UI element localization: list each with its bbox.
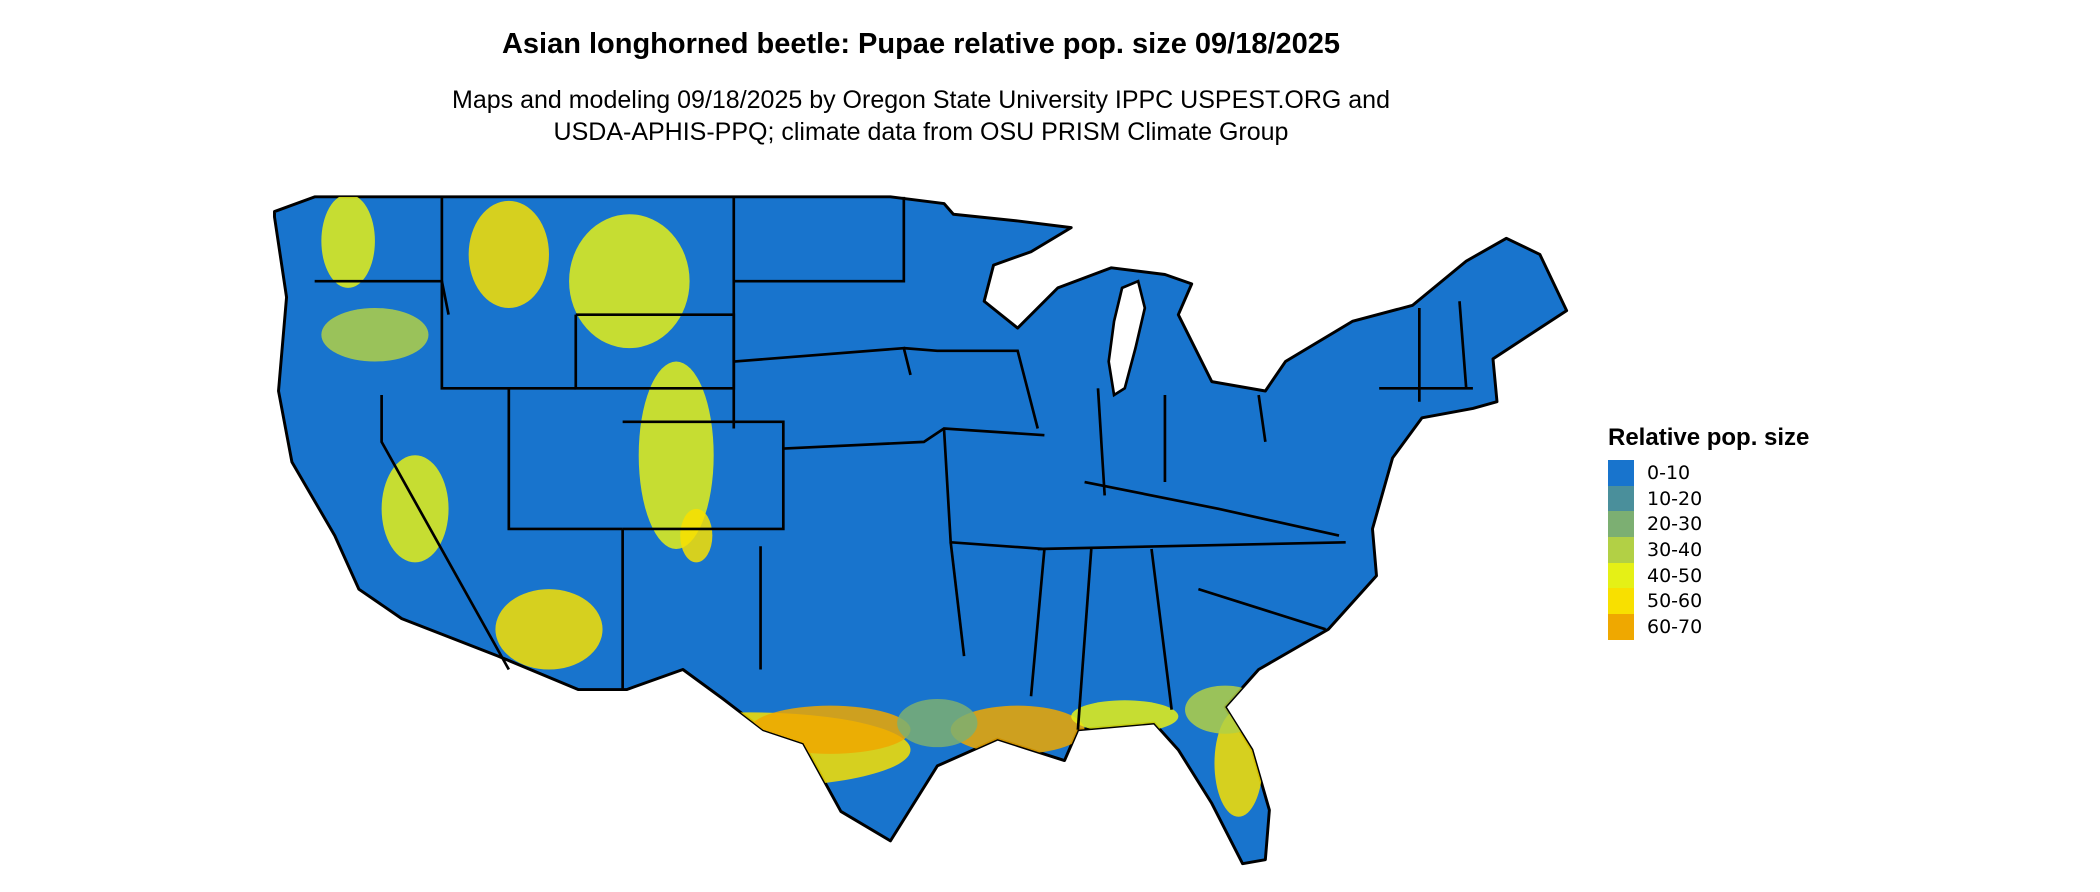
legend-label: 40-50	[1647, 564, 1703, 587]
population-patch	[468, 200, 549, 308]
state-border	[440, 196, 576, 390]
state-border	[1084, 480, 1340, 537]
population-patch	[321, 196, 375, 288]
legend-label: 0-10	[1647, 461, 1691, 484]
legend-item: 50-60	[1608, 588, 1809, 615]
population-patch	[749, 705, 911, 754]
map-title: Asian longhorned beetle: Pupae relative …	[501, 28, 1341, 60]
subtitle-line-2: USDA-APHIS-PPQ; climate data from OSU PR…	[553, 118, 1289, 146]
state-border	[1037, 540, 1346, 551]
legend-item: 0-10	[1608, 460, 1809, 486]
legend-label: 30-40	[1647, 538, 1703, 561]
population-patch	[321, 307, 429, 362]
legend-swatch	[1608, 614, 1634, 640]
legend-swatch	[1608, 460, 1634, 486]
legend-item: 20-30	[1608, 511, 1809, 538]
legend-swatch	[1608, 537, 1634, 563]
population-patch	[897, 698, 978, 748]
state-border	[1096, 388, 1107, 496]
state-border	[733, 196, 906, 283]
state-border	[1198, 587, 1327, 631]
population-patch	[638, 361, 714, 549]
population-patch	[680, 508, 713, 563]
state-border	[507, 388, 623, 531]
state-border	[949, 542, 966, 657]
legend-title: Relative pop. size	[1608, 424, 1810, 451]
legend-label: 10-20	[1647, 487, 1703, 510]
population-patch	[950, 705, 1085, 754]
state-border	[622, 420, 785, 531]
legend-swatch	[1608, 485, 1634, 512]
population-patch	[569, 214, 690, 349]
subtitle-line-1: Maps and modeling 09/18/2025 by Oregon S…	[452, 86, 1390, 114]
legend-label: 50-60	[1647, 590, 1703, 613]
us-land	[273, 195, 1569, 866]
state-border	[1257, 394, 1267, 443]
state-border	[1150, 548, 1173, 710]
population-patch	[1071, 700, 1179, 733]
map-subtitle: Maps and modeling 09/18/2025 by Oregon S…	[0, 84, 1842, 148]
legend-item: 30-40	[1608, 537, 1809, 563]
state-border	[1076, 548, 1093, 730]
legend-item: 40-50	[1608, 562, 1809, 589]
legend-item: 10-20	[1608, 485, 1809, 512]
state-border	[903, 346, 1040, 429]
state-border	[380, 395, 510, 671]
state-border	[1458, 301, 1468, 389]
legend-label: 60-70	[1647, 615, 1703, 638]
lake-michigan	[1107, 279, 1147, 398]
population-patch	[495, 589, 603, 670]
population-patch	[381, 455, 449, 563]
state-borders	[314, 196, 1473, 730]
legend-swatch	[1608, 511, 1634, 538]
legend: Relative pop. size 0-10 10-20 20-30 30-40 40…	[1608, 424, 1809, 640]
legend-swatch	[1608, 588, 1634, 615]
population-patch	[1185, 685, 1266, 734]
legend-label: 20-30	[1647, 513, 1703, 536]
state-border	[1029, 548, 1046, 697]
state-border	[783, 427, 1045, 450]
legend-swatch	[1608, 562, 1634, 589]
legend-item: 60-70	[1608, 614, 1809, 640]
